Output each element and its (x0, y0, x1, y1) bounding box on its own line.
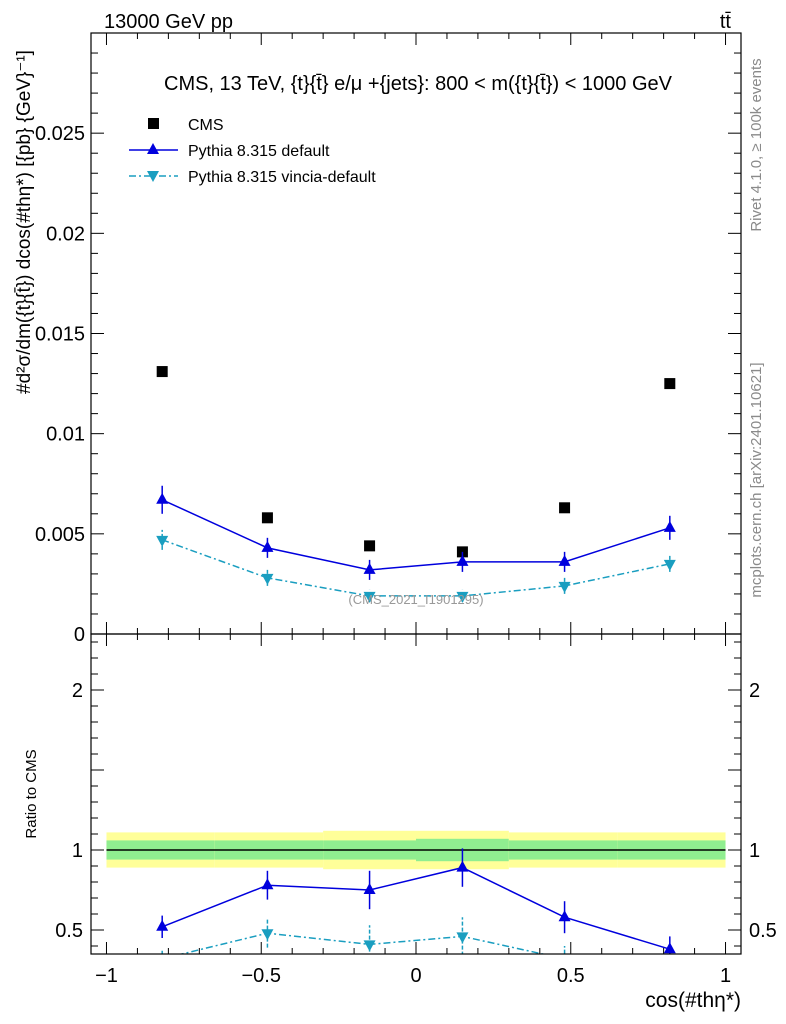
main-default-point (363, 562, 376, 574)
main-vincia-point (156, 535, 169, 547)
x-tick-label: −1 (95, 965, 118, 987)
ratio-y-axis-title: Ratio to CMS (23, 749, 40, 838)
main-y-tick-label: 0 (74, 624, 85, 646)
ratio-y-tick-label-right: 0.5 (749, 920, 777, 942)
legend-default-label: Pythia 8.315 default (188, 143, 330, 160)
ratio-default-point (363, 883, 376, 894)
ratio-default-point (558, 910, 571, 922)
ratio-y-tick-label-right: 2 (749, 680, 760, 702)
main-default-point (663, 520, 676, 532)
chart-title: CMS, 13 TeV, {t}{t̄} e/μ +{jets}: 800 < … (164, 73, 673, 95)
ratio-vincia-point (261, 929, 274, 941)
ratio-vincia-point (664, 963, 676, 974)
main-default-point (156, 492, 169, 504)
ratio-vincia-line (178, 932, 547, 954)
main-default-point (456, 554, 469, 566)
legend-default-marker (147, 143, 159, 154)
main-y-tick-label: 0.01 (46, 424, 85, 446)
main-vincia-point (663, 559, 676, 571)
main-y-axis-title: #d²σ/dm({t}{t̄}) dcos(#thη*) [{pb} {GeV}… (14, 50, 35, 394)
ratio-y-tick-label: 0.5 (55, 920, 83, 942)
main-y-tick-label: 0.005 (35, 524, 85, 546)
main-vincia-point (456, 591, 469, 603)
ratio-default-point (261, 878, 274, 890)
legend: CMS Pythia 8.315 default Pythia 8.315 vi… (129, 117, 376, 186)
ratio-default-point (456, 860, 469, 872)
x-tick-label: 0.5 (557, 965, 585, 987)
main-vincia-point (261, 573, 274, 585)
main-default-point (558, 554, 571, 566)
legend-vincia-marker (147, 171, 159, 182)
ratio-default-point (156, 919, 169, 931)
ratio-y-tick-label: 2 (72, 680, 83, 702)
main-cms-point (364, 540, 376, 552)
main-y-tick-label: 0.015 (35, 324, 85, 346)
ratio-y-tick-label: 1 (72, 840, 83, 862)
rivet-label: Rivet 4.1.0, ≥ 100k events (748, 58, 765, 231)
main-cms-point (664, 378, 676, 390)
main-default-line (161, 499, 671, 571)
legend-cms-label: CMS (188, 117, 224, 134)
mcplots-label: mcplots.cern.ch [arXiv:2401.10621] (748, 362, 765, 597)
ratio-default-point (663, 942, 676, 954)
legend-vincia-label: Pythia 8.315 vincia-default (188, 169, 376, 186)
legend-cms-marker (148, 118, 159, 129)
main-y-tick-label: 0.025 (35, 123, 85, 145)
main-default-point (261, 540, 274, 552)
header-right-label: tt̄ (720, 11, 732, 33)
x-tick-label: 1 (720, 965, 731, 987)
main-vincia-point (558, 581, 571, 593)
x-tick-label: 0 (410, 965, 421, 987)
ratio-vincia-point (156, 955, 168, 966)
x-tick-label: −0.5 (241, 965, 280, 987)
ratio-vincia-point (363, 940, 376, 952)
main-vincia-point (363, 591, 376, 603)
main-cms-point (559, 502, 571, 514)
x-axis-title: cos(#thη*) (645, 989, 741, 1012)
main-cms-point (156, 366, 168, 378)
header-left-label: 13000 GeV pp (104, 11, 233, 33)
main-cms-point (261, 512, 273, 524)
ratio-y-tick-label-right: 1 (749, 840, 760, 862)
main-y-tick-label: 0.02 (46, 223, 85, 245)
ratio-default-line (161, 866, 671, 950)
analysis-watermark: (CMS_2021_I1901295) (348, 592, 483, 607)
ratio-vincia-point (456, 932, 469, 944)
ratio-plot-frame (90, 633, 742, 955)
main-vincia-line (161, 539, 670, 597)
